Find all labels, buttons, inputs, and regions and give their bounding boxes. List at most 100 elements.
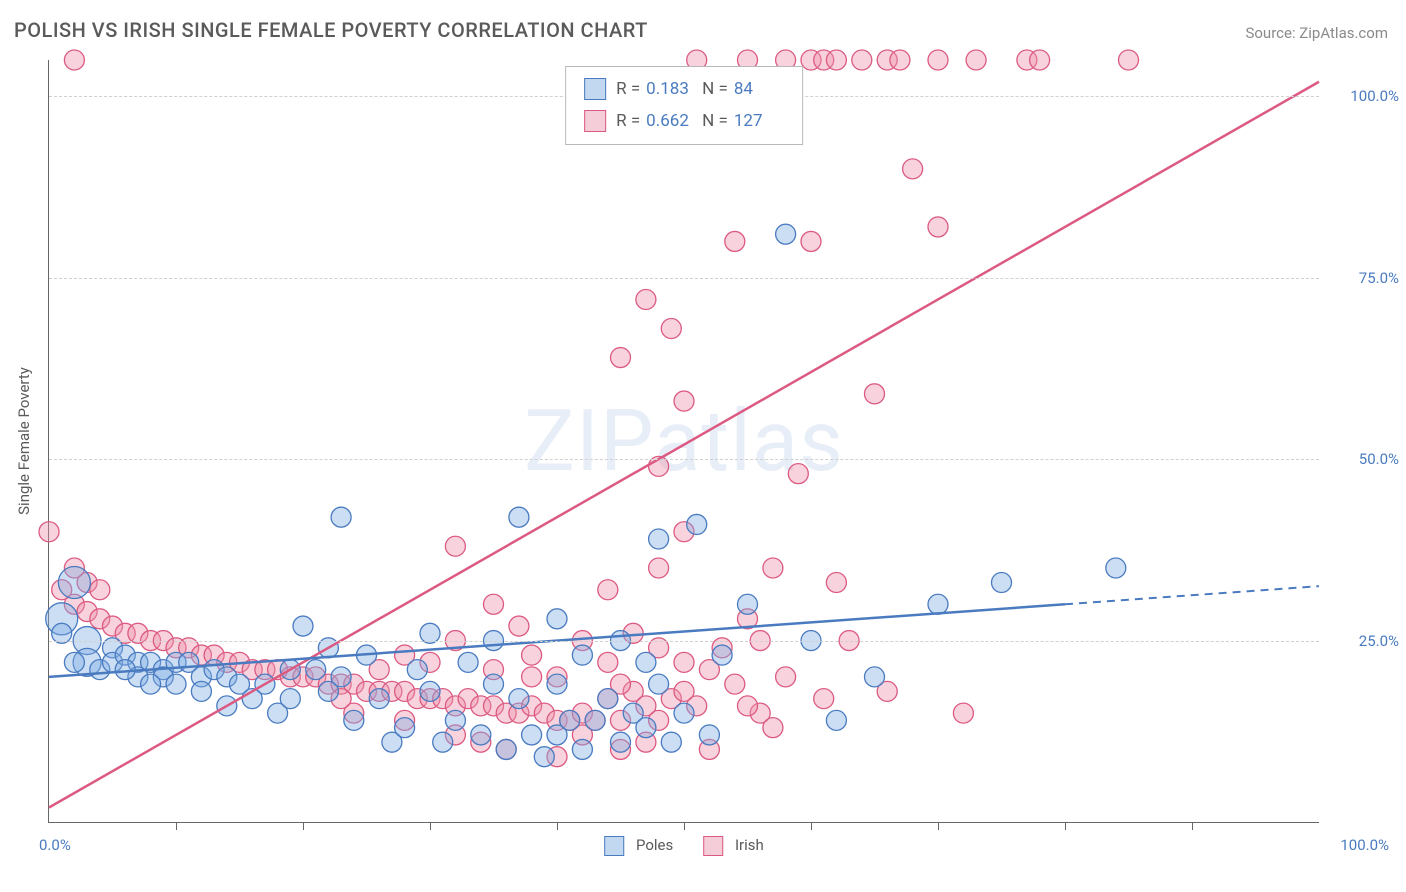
x-tick: [1192, 822, 1193, 830]
scatter-point-irish: [953, 703, 973, 723]
scatter-point-irish: [852, 50, 872, 70]
scatter-point-irish: [903, 159, 923, 179]
scatter-point-poles: [636, 718, 656, 738]
swatch-irish: [703, 836, 723, 856]
scatter-point-poles: [611, 732, 631, 752]
scatter-point-irish: [865, 384, 885, 404]
scatter-point-poles: [306, 660, 326, 680]
gridline-h: [49, 278, 1319, 279]
scatter-point-irish: [928, 217, 948, 237]
scatter-point-poles: [496, 739, 516, 759]
legend-item-irish: Irish: [703, 836, 764, 856]
scatter-point-irish: [522, 667, 542, 687]
scatter-point-irish: [661, 319, 681, 339]
chart-title: POLISH VS IRISH SINGLE FEMALE POVERTY CO…: [14, 18, 648, 42]
plot-svg: [49, 60, 1319, 822]
legend-label: Poles: [636, 836, 673, 854]
scatter-point-irish: [1030, 50, 1050, 70]
y-tick-label: 25.0%: [1329, 632, 1399, 650]
scatter-point-poles: [509, 507, 529, 527]
scatter-point-poles: [141, 674, 161, 694]
scatter-point-poles: [636, 652, 656, 672]
scatter-point-poles: [826, 710, 846, 730]
y-tick-label: 75.0%: [1329, 269, 1399, 287]
scatter-point-irish: [674, 652, 694, 672]
scatter-point-poles: [865, 667, 885, 687]
scatter-point-poles: [649, 674, 669, 694]
n-value: 84: [734, 73, 784, 105]
gridline-h: [49, 459, 1319, 460]
scatter-point-poles: [458, 652, 478, 672]
legend-row-irish: R = 0.662 N = 127: [584, 105, 784, 137]
scatter-point-poles: [560, 710, 580, 730]
scatter-point-irish: [90, 580, 110, 600]
scatter-point-poles: [598, 689, 618, 709]
gridline-h: [49, 641, 1319, 642]
scatter-point-poles: [699, 725, 719, 745]
scatter-point-irish: [598, 580, 618, 600]
scatter-point-irish: [484, 594, 504, 614]
scatter-point-poles: [280, 689, 300, 709]
n-label: N =: [702, 73, 728, 105]
scatter-point-poles: [1106, 558, 1126, 578]
scatter-point-irish: [801, 231, 821, 251]
n-label: N =: [702, 105, 728, 137]
scatter-point-irish: [890, 50, 910, 70]
y-tick-label: 100.0%: [1329, 87, 1399, 105]
scatter-point-poles: [64, 652, 84, 672]
scatter-point-poles: [572, 739, 592, 759]
scatter-point-irish: [509, 616, 529, 636]
r-label: R =: [616, 105, 640, 137]
x-tick: [557, 822, 558, 830]
scatter-point-poles: [293, 616, 313, 636]
scatter-point-poles: [509, 689, 529, 709]
x-tick: [430, 822, 431, 830]
scatter-point-poles: [58, 567, 90, 599]
x-tick: [811, 822, 812, 830]
r-value: 0.662: [646, 105, 696, 137]
chart-container: POLISH VS IRISH SINGLE FEMALE POVERTY CO…: [0, 0, 1406, 892]
scatter-point-poles: [420, 681, 440, 701]
scatter-point-poles: [166, 674, 186, 694]
scatter-point-irish: [1119, 50, 1139, 70]
legend-stats-box: R = 0.183 N = 84 R = 0.662 N = 127: [565, 66, 803, 145]
trend-line-poles-dash: [1065, 586, 1319, 604]
scatter-point-poles: [547, 609, 567, 629]
scatter-point-irish: [763, 718, 783, 738]
scatter-point-poles: [115, 660, 135, 680]
scatter-point-irish: [776, 667, 796, 687]
x-tick: [684, 822, 685, 830]
scatter-point-irish: [611, 348, 631, 368]
legend-label: Irish: [735, 836, 764, 854]
scatter-point-poles: [522, 725, 542, 745]
scatter-point-poles: [585, 710, 605, 730]
scatter-point-poles: [712, 645, 732, 665]
x-tick: [1065, 822, 1066, 830]
legend-item-poles: Poles: [604, 836, 673, 856]
scatter-point-poles: [484, 674, 504, 694]
scatter-point-poles: [433, 732, 453, 752]
scatter-point-irish: [445, 536, 465, 556]
legend-series: Poles Irish: [604, 836, 764, 856]
scatter-point-poles: [649, 529, 669, 549]
x-tick: [176, 822, 177, 830]
scatter-point-poles: [331, 507, 351, 527]
n-value: 127: [734, 105, 784, 137]
scatter-point-irish: [649, 558, 669, 578]
plot-area: ZIPatlas R = 0.183 N = 84 R = 0.662 N = …: [48, 60, 1319, 823]
scatter-point-irish: [39, 522, 59, 542]
r-value: 0.183: [646, 73, 696, 105]
scatter-point-poles: [534, 747, 554, 767]
scatter-point-poles: [776, 224, 796, 244]
scatter-point-irish: [788, 464, 808, 484]
scatter-point-irish: [598, 652, 618, 672]
scatter-point-irish: [763, 558, 783, 578]
scatter-point-irish: [64, 50, 84, 70]
scatter-point-irish: [928, 50, 948, 70]
scatter-point-irish: [725, 674, 745, 694]
scatter-point-poles: [992, 573, 1012, 593]
y-axis-label: Single Female Poverty: [15, 367, 33, 515]
scatter-point-irish: [636, 289, 656, 309]
scatter-point-poles: [572, 645, 592, 665]
scatter-point-poles: [395, 718, 415, 738]
